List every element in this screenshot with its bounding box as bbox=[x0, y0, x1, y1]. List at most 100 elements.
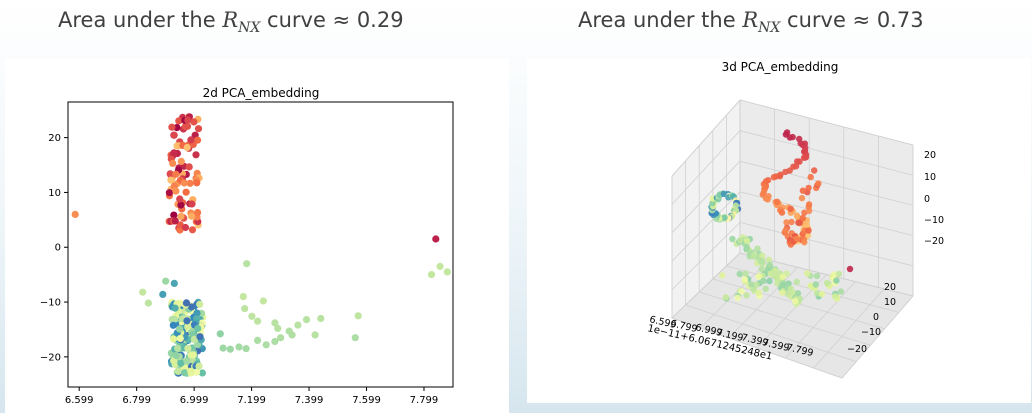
scatter-point bbox=[721, 214, 728, 221]
scatter-point bbox=[188, 212, 196, 220]
scatter-point bbox=[432, 235, 440, 243]
left-headline-prefix: Area under the bbox=[58, 8, 223, 32]
scatter-point bbox=[798, 194, 806, 202]
scatter-point bbox=[722, 294, 729, 301]
scatter-point bbox=[741, 276, 748, 283]
y-tick-label: 0 bbox=[873, 312, 879, 323]
scatter-point bbox=[235, 343, 243, 351]
scatter-point bbox=[177, 212, 185, 221]
scatter-point bbox=[186, 179, 194, 187]
scatter-point bbox=[184, 344, 192, 352]
scatter-point bbox=[762, 285, 769, 293]
pca-2d-chart: 2d PCA_embedding 6.599 6.799 6.999 7.199 7.3… bbox=[40, 86, 454, 406]
chart-2d-points bbox=[71, 113, 451, 377]
scatter-point bbox=[162, 277, 170, 285]
scatter-point bbox=[742, 270, 749, 277]
scatter-point bbox=[783, 219, 790, 226]
left-headline-suffix: curve ≈ 0.29 bbox=[260, 8, 404, 32]
scatter-point bbox=[813, 272, 821, 280]
grid-line bbox=[671, 252, 741, 319]
scatter-point bbox=[248, 312, 256, 320]
grid-line bbox=[671, 222, 741, 290]
scatter-point bbox=[799, 214, 806, 222]
scatter-point bbox=[183, 357, 191, 365]
scatter-point bbox=[193, 179, 201, 187]
y-tick-label: 20 bbox=[48, 133, 61, 144]
scatter-point bbox=[177, 359, 185, 367]
scatter-point bbox=[760, 189, 767, 196]
scatter-point bbox=[807, 173, 814, 181]
pca-2d-panel: 2d PCA_embedding 6.599 6.799 6.999 7.199 7.3… bbox=[5, 58, 509, 413]
scatter-point bbox=[169, 335, 178, 343]
scatter-point bbox=[167, 171, 175, 179]
chart-2d-title: 2d PCA_embedding bbox=[203, 86, 320, 100]
scatter-point bbox=[736, 270, 743, 278]
scatter-point bbox=[277, 334, 285, 342]
scatter-point bbox=[846, 265, 854, 273]
scatter-point bbox=[193, 309, 201, 317]
scatter-point bbox=[254, 317, 262, 325]
scatter-point bbox=[226, 345, 234, 353]
scatter-point bbox=[177, 201, 185, 209]
grid-line bbox=[841, 295, 914, 379]
scatter-point bbox=[764, 196, 771, 203]
scatter-point bbox=[274, 324, 282, 332]
scatter-point bbox=[779, 289, 786, 296]
scatter-point bbox=[354, 312, 362, 320]
scatter-point bbox=[188, 226, 197, 234]
scatter-point bbox=[351, 334, 359, 342]
scatter-point bbox=[254, 336, 262, 344]
x-tick-label: 7.399 bbox=[295, 395, 324, 406]
scatter-point bbox=[823, 279, 831, 287]
chart-2d-ticks: 6.599 6.799 6.999 7.199 7.399 7.599 7.799 20 10 0… bbox=[40, 133, 438, 406]
scatter-point bbox=[778, 209, 786, 216]
scatter-point bbox=[271, 319, 279, 327]
scatter-point bbox=[754, 245, 761, 252]
scatter-point bbox=[170, 211, 178, 219]
scatter-point bbox=[170, 315, 179, 323]
y-tick-label: −10 bbox=[40, 298, 61, 309]
scatter-point bbox=[188, 303, 196, 311]
scatter-point bbox=[181, 223, 190, 232]
scatter-point bbox=[765, 256, 773, 263]
grid-line bbox=[728, 267, 798, 339]
scatter-point bbox=[783, 129, 791, 136]
scatter-point bbox=[189, 351, 197, 359]
scatter-point bbox=[190, 335, 198, 343]
scatter-point bbox=[782, 227, 789, 234]
z-tick-label: 10 bbox=[924, 172, 936, 183]
scatter-point bbox=[194, 208, 202, 217]
scatter-point bbox=[294, 321, 302, 329]
scatter-point bbox=[183, 317, 191, 325]
scatter-point bbox=[144, 299, 152, 307]
scatter-point bbox=[835, 270, 843, 278]
scatter-point bbox=[192, 368, 201, 376]
scatter-point bbox=[738, 288, 745, 295]
scatter-point bbox=[719, 272, 726, 279]
scatter-point bbox=[788, 218, 795, 226]
grid-line bbox=[671, 99, 741, 177]
pca-3d-panel: 3d PCA_embedding 20 10 0 −10 −20 20 10 0 −10 −20 6… bbox=[527, 58, 1031, 403]
scatter-point bbox=[818, 290, 826, 298]
scatter-point bbox=[71, 210, 79, 218]
scatter-point bbox=[196, 333, 204, 341]
scatter-point bbox=[793, 235, 801, 243]
scatter-point bbox=[190, 118, 198, 126]
scatter-point bbox=[171, 360, 179, 369]
scatter-point bbox=[171, 304, 179, 312]
scatter-point bbox=[833, 277, 840, 284]
right-headline-subscript: NX bbox=[758, 20, 781, 37]
scatter-point bbox=[811, 167, 818, 174]
scatter-point bbox=[262, 341, 270, 349]
scatter-point bbox=[743, 237, 751, 244]
x-tick-label: 6.599 bbox=[65, 395, 94, 406]
scatter-point bbox=[436, 262, 444, 270]
scatter-point bbox=[766, 277, 773, 285]
scatter-point bbox=[216, 330, 224, 338]
scatter-point bbox=[259, 297, 267, 305]
scatter-point bbox=[169, 159, 177, 167]
scatter-point bbox=[175, 325, 184, 333]
scatter-point bbox=[760, 277, 767, 285]
scatter-point bbox=[779, 281, 786, 288]
scatter-point bbox=[171, 217, 179, 225]
